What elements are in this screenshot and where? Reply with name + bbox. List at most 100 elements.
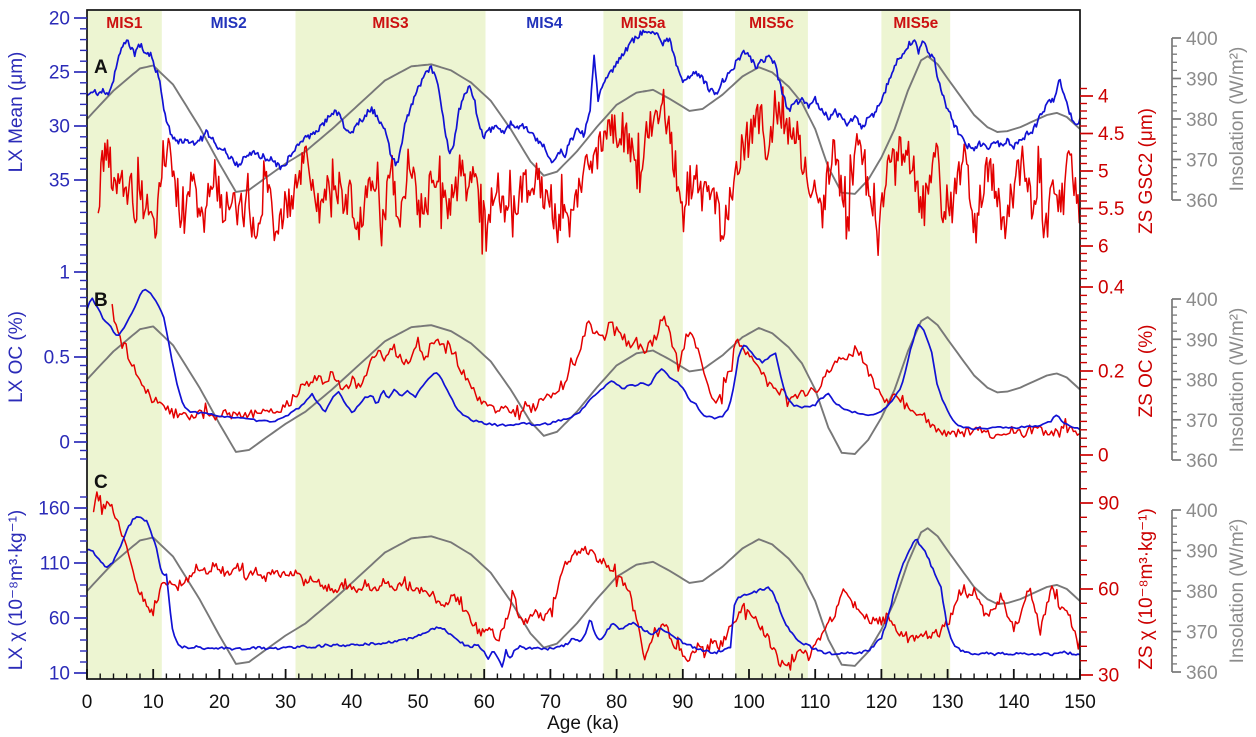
tick-label: 360: [1186, 191, 1218, 212]
panel-letter-c: C: [94, 472, 108, 493]
panel-c-insolation-axis-title: Insolation (W/m²): [1227, 519, 1248, 664]
static-labels: Age (ka) LX Mean (μm) LX OC (%) LX χ (10…: [6, 47, 1248, 734]
x-tick-label: 60: [474, 692, 495, 713]
tick-label: 370: [1186, 623, 1218, 644]
panel-b-insolation-axis: 360 370 380 390 400: [1171, 290, 1218, 472]
band-mis1: [87, 10, 162, 679]
panel-c-left-axis-title: LX χ (10⁻⁸m³·kg⁻¹): [6, 510, 27, 671]
tick-label: 5: [1098, 162, 1109, 183]
tick-label: 370: [1186, 151, 1218, 172]
tick-label: 10: [49, 664, 70, 685]
panel-b-right-axis: 0.4 0.2 0: [1080, 269, 1125, 473]
x-axis: 0 10 20 30 40 50 60 70 80 90 100 110 120 130 140 150: [82, 669, 1096, 713]
mis-label-mis5e: MIS5e: [893, 15, 938, 32]
tick-label: 400: [1186, 29, 1218, 50]
band-mis3: [295, 10, 486, 679]
tick-label: 0.2: [1098, 362, 1124, 383]
tick-label: 5.5: [1098, 199, 1124, 220]
tick-label: 390: [1186, 70, 1218, 91]
tick-label: 35: [49, 171, 70, 192]
panel-letter-a: A: [94, 57, 108, 78]
tick-label: 20: [49, 9, 70, 30]
panel-c-right-axis-title: ZS χ (10⁻⁸m³·kg⁻¹): [1136, 508, 1157, 670]
panel-a-right-axis-title: ZS GSC2 (μm): [1136, 108, 1157, 234]
plot-box: [86, 9, 1081, 680]
x-tick-label: 0: [82, 692, 93, 713]
axes-layer: 2025303544.555.5636037038039040010.500.4…: [38, 9, 1217, 714]
x-axis-title: Age (ka): [547, 713, 619, 734]
series-a-insolation-line: [87, 55, 1080, 195]
x-tick-label: 80: [606, 692, 627, 713]
tick-label: 390: [1186, 330, 1218, 351]
mis-label-mis5c: MIS5c: [749, 15, 794, 32]
tick-label: 110: [40, 554, 70, 575]
tick-label: 60: [49, 609, 70, 630]
band-mis5e: [881, 10, 951, 679]
tick-label: 0: [1098, 446, 1109, 467]
panel-a-right-axis: 4 4.5 5 5.5 6: [1080, 87, 1124, 262]
tick-label: 0.4: [1098, 278, 1125, 299]
tick-label: 160: [38, 499, 70, 520]
x-tick-label: 30: [275, 692, 296, 713]
mis-bands: [87, 10, 951, 679]
panel-b-left-axis-title: LX OC (%): [6, 311, 27, 403]
x-tick-label: 10: [143, 692, 164, 713]
tick-label: 0.5: [44, 348, 70, 369]
series-b-zs-oc-line: [111, 303, 1080, 439]
tick-label: 400: [1186, 501, 1218, 522]
x-tick-label: 70: [540, 692, 561, 713]
tick-label: 380: [1186, 582, 1218, 603]
tick-label: 0: [59, 433, 70, 454]
tick-label: 370: [1186, 411, 1218, 432]
mis-label-mis4: MIS4: [526, 15, 563, 32]
x-tick-label: 150: [1064, 692, 1096, 713]
series-a-lx-mean-line: [87, 29, 1080, 171]
mis-label-mis2: MIS2: [211, 15, 247, 32]
x-tick-label: 50: [407, 692, 428, 713]
x-tick-label: 100: [733, 692, 765, 713]
generated-chart-layers: 2025303544.555.5636037038039040010.500.4…: [38, 9, 1217, 714]
panel-c-insolation-axis: 360 370 380 390 400: [1171, 501, 1218, 684]
x-tick-label: 20: [209, 692, 230, 713]
x-tick-label: 140: [998, 692, 1030, 713]
panel-a-insolation-axis-title: Insolation (W/m²): [1227, 47, 1248, 192]
panel-c-left-axis: 160 110 60 10: [38, 496, 87, 685]
x-tick-label: 110: [800, 692, 830, 713]
tick-label: 380: [1186, 371, 1218, 392]
tick-label: 30: [49, 117, 70, 138]
tick-label: 6: [1098, 237, 1109, 258]
tick-label: 380: [1186, 110, 1218, 131]
series-c-zs--line: [92, 491, 1080, 671]
mis-label-mis5a: MIS5a: [621, 15, 666, 32]
series-c-insolation-line: [87, 527, 1080, 667]
tick-label: 390: [1186, 542, 1218, 563]
tick-label: 60: [1098, 580, 1119, 601]
mis-label-mis1: MIS1: [106, 15, 143, 32]
x-tick-label: 90: [672, 692, 693, 713]
tick-label: 90: [1098, 494, 1119, 515]
panel-a-insolation-axis: 360 370 380 390 400: [1171, 29, 1218, 212]
panel-letter-b: B: [94, 290, 108, 311]
series-layer: [87, 29, 1080, 671]
panel-b-insolation-axis-title: Insolation (W/m²): [1227, 308, 1248, 453]
x-tick-label: 120: [866, 692, 898, 713]
tick-label: 400: [1186, 290, 1218, 311]
tick-label: 4.5: [1098, 124, 1124, 145]
x-tick-label: 130: [932, 692, 964, 713]
tick-label: 30: [1098, 666, 1119, 687]
series-a-zs-gsc2-line: [97, 86, 1080, 257]
mis-labels: MIS1 MIS2 MIS3 MIS4 MIS5a MIS5c MIS5e: [106, 15, 938, 32]
x-tick-label: 40: [341, 692, 362, 713]
panel-a-left-axis: 20 25 30 35: [49, 9, 87, 246]
panel-b-left-axis: 10.50: [44, 254, 87, 460]
panel-b-right-axis-title: ZS OC (%): [1136, 325, 1157, 418]
tick-label: 1: [59, 263, 70, 284]
panel-c-right-axis: 90 60 30: [1080, 488, 1119, 687]
tick-label: 360: [1186, 451, 1218, 472]
series-b-lx-oc-line: [87, 288, 1080, 431]
band-mis5c: [735, 10, 808, 679]
mis-label-mis3: MIS3: [372, 15, 409, 32]
series-c-lx--line: [87, 516, 1080, 668]
